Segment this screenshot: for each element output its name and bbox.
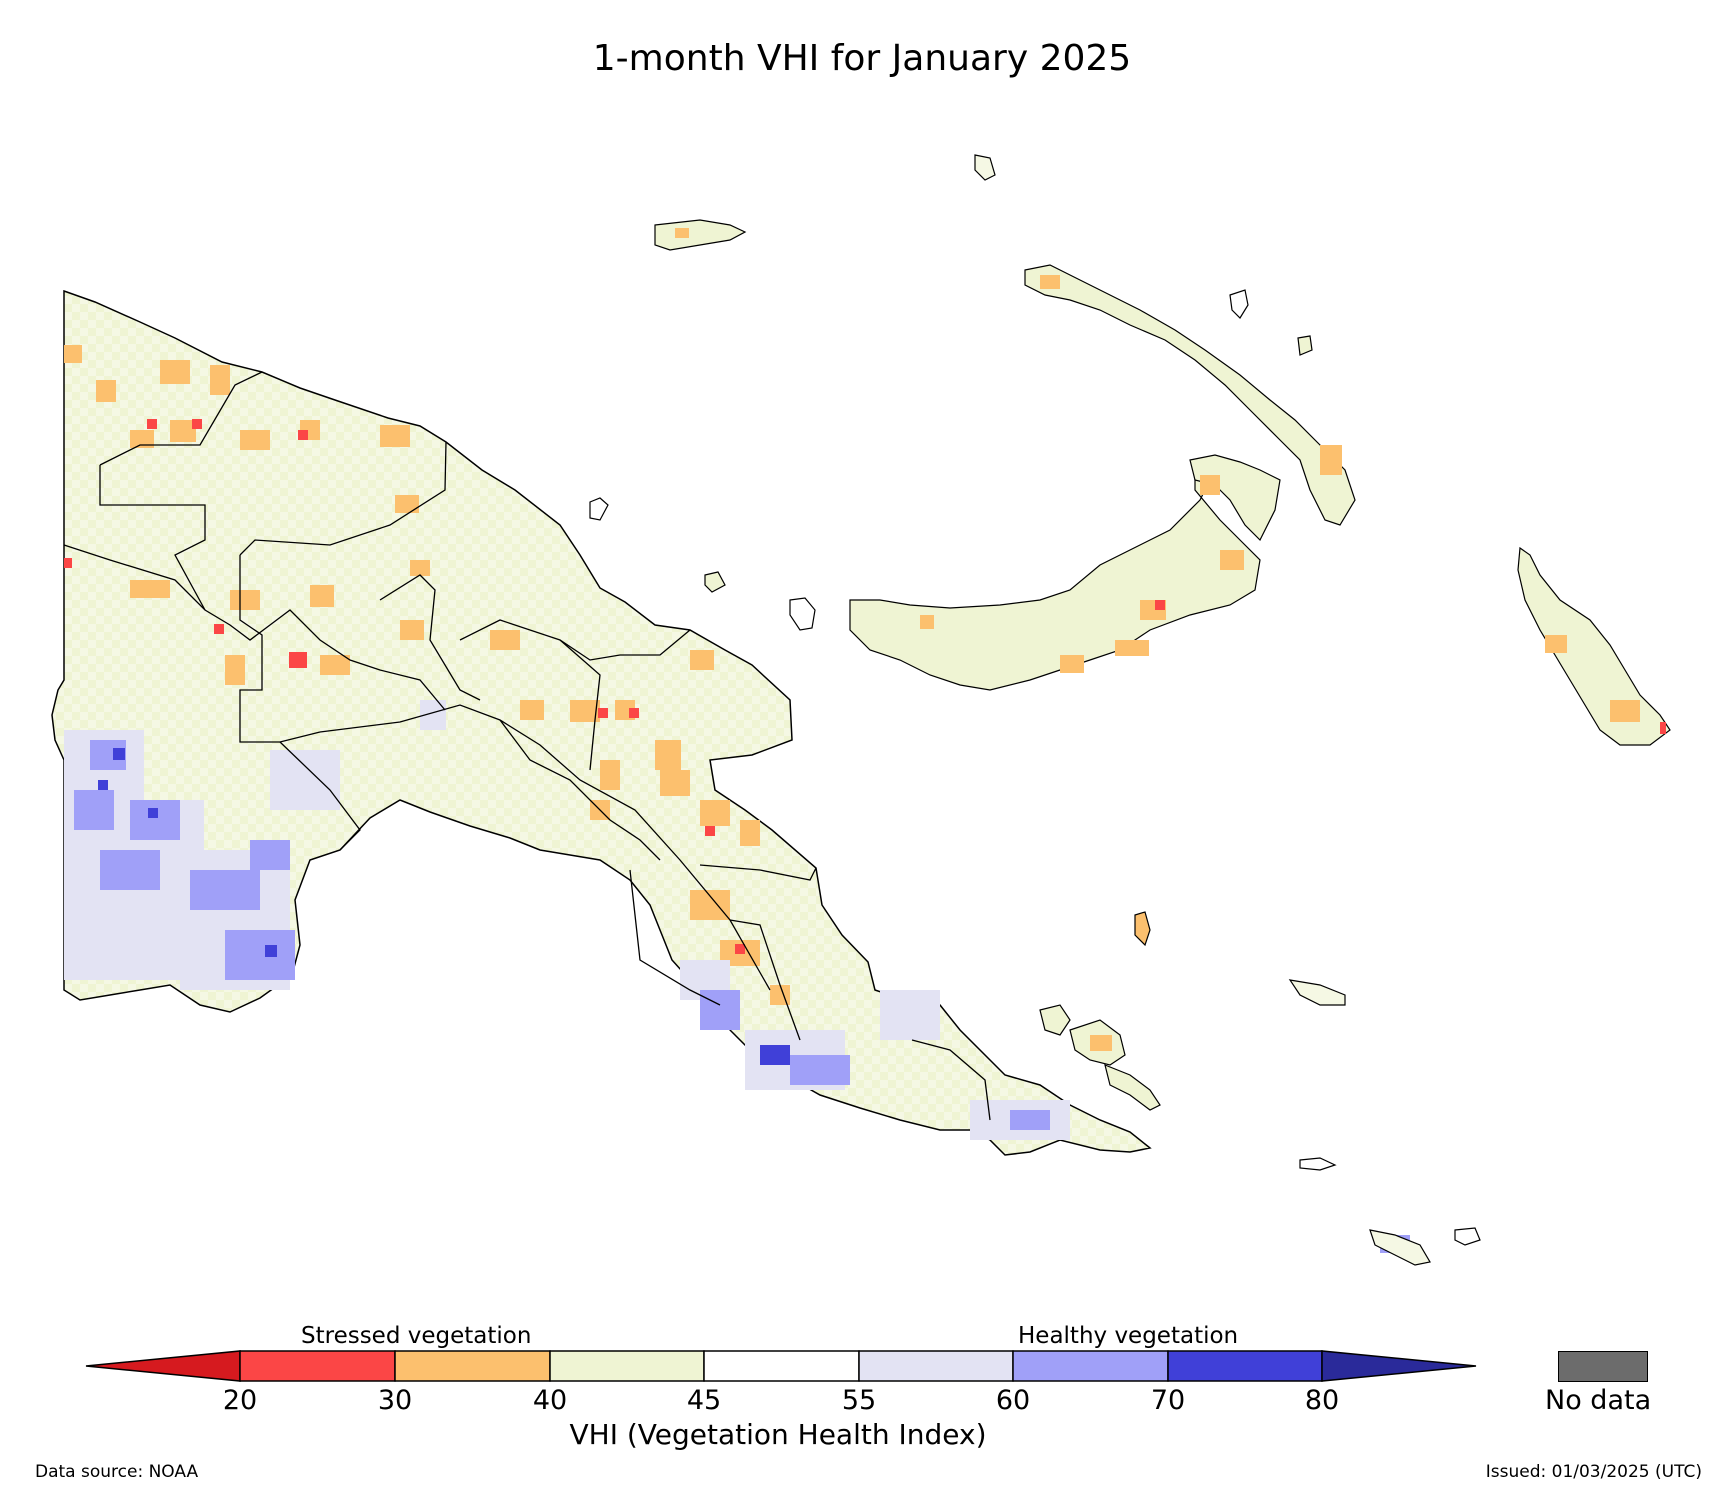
no-data-label: No data [1545, 1385, 1652, 1416]
mainland-outline [51, 289, 1152, 1156]
colorbar-tick-label: 20 [222, 1385, 258, 1416]
colorbar [85, 1350, 1477, 1382]
severe-stress-cells [64, 419, 745, 954]
colorbar-under-triangle [85, 1350, 241, 1382]
colorbar-tick-label: 30 [377, 1385, 413, 1416]
colorbar-over-triangle [1321, 1350, 1477, 1382]
map-title: 1-month VHI for January 2025 [592, 38, 1132, 79]
province-borders [63, 371, 991, 1121]
colorbar-axis-label: VHI (Vegetation Health Index) [569, 1418, 987, 1451]
colorbar-bin-70-80 [1167, 1350, 1323, 1382]
data-source: Data source: NOAA [35, 1462, 199, 1482]
colorbar-bin-60-70 [1012, 1350, 1169, 1382]
colorbar-tick-label: 55 [841, 1385, 877, 1416]
colorbar-tick-label: 40 [532, 1385, 568, 1416]
islands [589, 154, 1671, 1266]
healthy-areas [64, 700, 1410, 1253]
stressed-areas-north [64, 345, 790, 1005]
no-data-swatch [1558, 1351, 1648, 1382]
colorbar-tick-label: 60 [995, 1385, 1031, 1416]
colorbar-tick-label: 45 [686, 1385, 722, 1416]
colorbar-bin-40-45 [549, 1350, 705, 1382]
colorbar-tick-label: 80 [1304, 1385, 1340, 1416]
colorbar-bin-20-30 [239, 1350, 396, 1382]
healthy-vegetation-label: Healthy vegetation [1018, 1323, 1239, 1349]
issued-date: Issued: 01/03/2025 (UTC) [1485, 1462, 1702, 1482]
colorbar-bin-45-55 [703, 1350, 860, 1382]
colorbar-bin-30-40 [394, 1350, 551, 1382]
colorbar-bin-55-60 [858, 1350, 1014, 1382]
colorbar-tick-label: 70 [1150, 1385, 1186, 1416]
stressed-vegetation-label: Stressed vegetation [301, 1323, 532, 1349]
